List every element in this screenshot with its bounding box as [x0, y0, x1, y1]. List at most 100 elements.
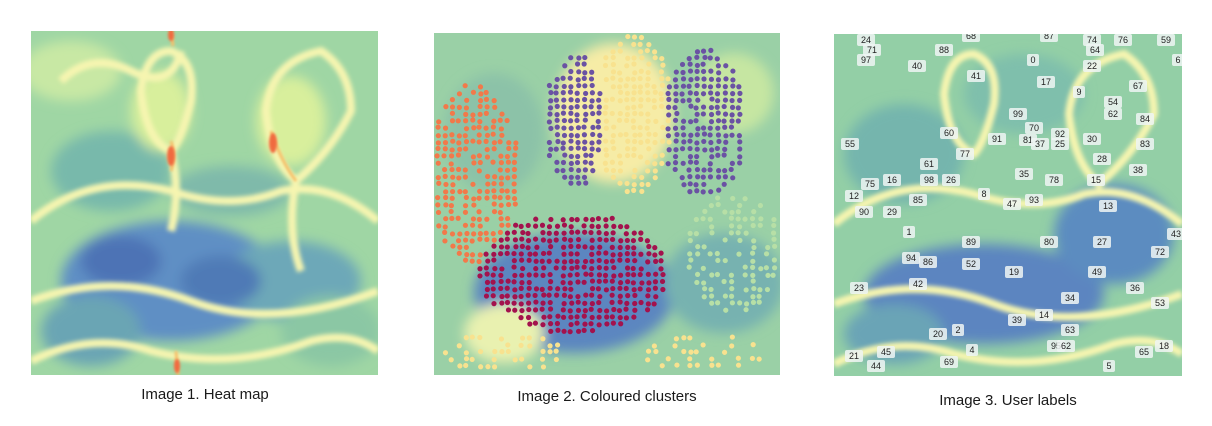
cluster-dot: [609, 278, 615, 284]
cluster-dot: [596, 322, 602, 328]
cluster-dot: [484, 236, 490, 243]
cluster-dot: [652, 153, 658, 159]
cluster-dot: [631, 314, 637, 320]
cluster-dot: [547, 321, 554, 327]
cluster-dot: [597, 244, 603, 250]
cluster-dot: [567, 75, 573, 81]
cluster-dot: [728, 166, 734, 173]
cluster-dot: [490, 231, 496, 237]
user-label: 89: [966, 237, 976, 247]
user-label-box: [1129, 164, 1147, 176]
cluster-dot: [708, 119, 715, 125]
cluster-dot: [687, 68, 694, 74]
cluster-dot: [611, 273, 617, 279]
cluster-dot: [638, 34, 645, 41]
cluster-dot: [498, 216, 504, 222]
cluster-dot: [581, 279, 587, 285]
cluster-dot: [588, 321, 594, 327]
cluster-dot: [638, 49, 644, 55]
cluster-dot: [644, 82, 650, 88]
user-label: 87: [1044, 34, 1054, 41]
cluster-dot: [687, 138, 693, 144]
cluster-dot: [464, 230, 470, 237]
cluster-dot: [519, 257, 525, 263]
cluster-dot: [631, 174, 637, 180]
cluster-dot: [603, 55, 609, 61]
cluster-dot: [574, 251, 580, 257]
cluster-dot: [714, 104, 720, 110]
cluster-dot: [672, 343, 678, 349]
user-label-box: [845, 190, 863, 202]
cluster-dot: [757, 287, 763, 293]
cluster-dot: [574, 97, 581, 104]
cluster-dot: [660, 62, 666, 68]
cluster-dot: [603, 97, 609, 103]
cluster-dot: [728, 293, 735, 299]
cluster-dot: [617, 41, 623, 47]
user-label-box: [841, 138, 859, 150]
cluster-dot: [730, 83, 736, 89]
user-label: 76: [1118, 35, 1128, 45]
cluster-dot: [609, 110, 615, 117]
cluster-dot: [610, 230, 616, 236]
cluster-dot: [743, 287, 749, 293]
cluster-dot: [617, 153, 623, 159]
cluster-dot: [756, 299, 762, 305]
cluster-dot: [631, 104, 637, 110]
cluster-dot: [505, 194, 511, 201]
cluster-dot: [484, 279, 491, 285]
cluster-dot: [687, 230, 693, 236]
cluster-dot: [736, 251, 742, 257]
cluster-dot: [716, 138, 722, 145]
user-label-box: [861, 178, 879, 190]
cluster-dot: [679, 61, 686, 68]
cluster-dot: [589, 69, 595, 75]
cluster-dot: [737, 237, 743, 244]
cluster-dot: [715, 110, 721, 116]
cluster-dot: [757, 222, 763, 228]
cluster-dot: [562, 286, 568, 292]
cluster-dot: [490, 286, 496, 292]
user-label: 81: [1023, 135, 1033, 145]
heat-map-caption: Image 1. Heat map: [141, 386, 269, 403]
cluster-dot: [457, 244, 463, 250]
cluster-dot: [491, 208, 498, 215]
cluster-dot: [491, 257, 497, 263]
cluster-dot: [624, 251, 630, 257]
cluster-dot: [436, 119, 442, 125]
cluster-dot: [749, 215, 756, 222]
cluster-dot: [470, 112, 476, 118]
cluster-dot: [645, 181, 651, 188]
cluster-dot: [651, 343, 657, 349]
cluster-dot: [631, 272, 637, 278]
cluster-dot: [483, 125, 489, 131]
cluster-dot: [574, 117, 580, 124]
cluster-dot: [624, 180, 630, 187]
cluster-dot: [750, 222, 756, 229]
cluster-dot: [569, 300, 575, 306]
user-label-box: [988, 133, 1006, 145]
cluster-dot: [470, 181, 476, 187]
cluster-dot: [617, 180, 623, 186]
cluster-dot: [476, 168, 482, 174]
user-label-box: [909, 278, 927, 290]
cluster-dot: [491, 301, 497, 307]
cluster-dot: [506, 201, 512, 208]
cluster-dot: [512, 307, 518, 313]
user-label-box: [940, 356, 958, 368]
cluster-dot: [498, 126, 504, 132]
cluster-dot: [575, 229, 581, 235]
user-label: 71: [867, 45, 877, 55]
cluster-dot: [687, 61, 693, 67]
cluster-dot: [630, 76, 637, 82]
cluster-dot: [714, 91, 721, 97]
cluster-dot: [511, 166, 518, 173]
cluster-dot: [477, 252, 483, 258]
cluster-dot: [471, 160, 477, 166]
cluster-dot: [581, 132, 588, 138]
user-label: 18: [1159, 341, 1169, 351]
cluster-dot: [701, 138, 707, 145]
cluster-dot: [687, 181, 693, 187]
cluster-dot: [707, 125, 713, 131]
cluster-dot: [602, 160, 608, 166]
